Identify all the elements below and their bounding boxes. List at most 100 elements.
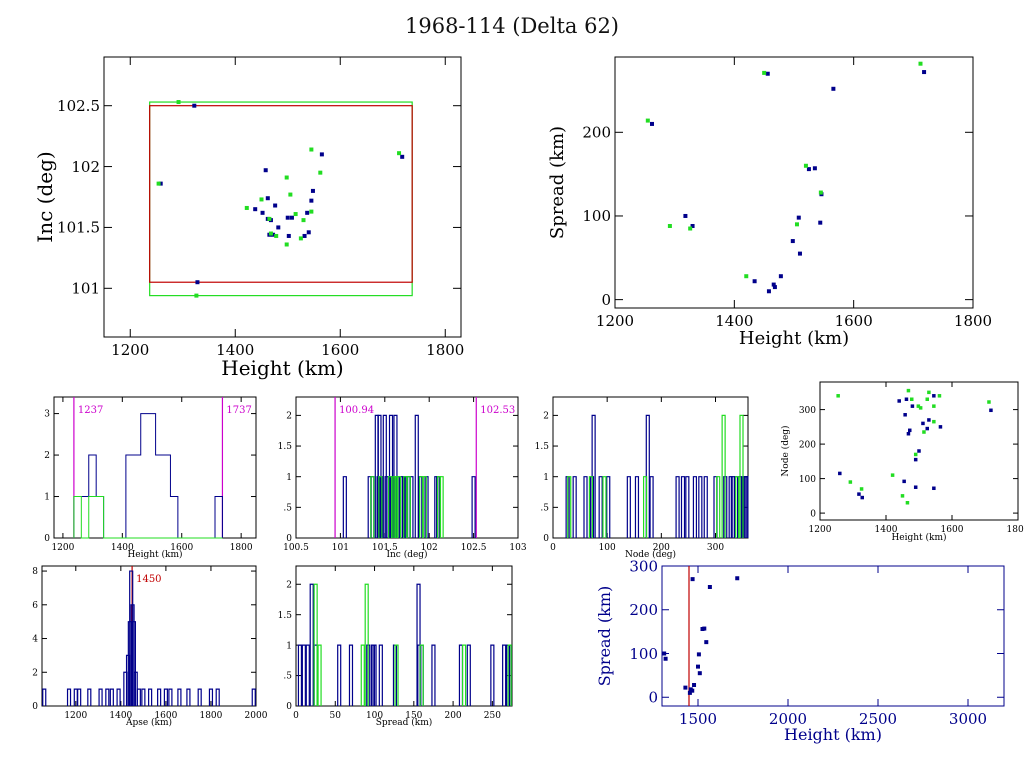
histogram-bar-blue — [572, 476, 577, 538]
scatter-point-green — [909, 397, 914, 401]
scatter-point-blue — [286, 233, 291, 238]
x-axis-label: Height (km) — [784, 725, 882, 744]
scatter-point-blue — [263, 168, 268, 173]
scatter-point-green — [906, 388, 911, 393]
x-tick-label: 1200 — [64, 711, 87, 721]
histogram-bar-blue — [105, 688, 110, 706]
histogram-bar-green — [642, 476, 648, 538]
scatter-point-green — [927, 390, 931, 395]
x-tick-label: 1600 — [170, 543, 193, 553]
histogram-bar-green — [403, 476, 408, 538]
scatter-point-green — [932, 404, 936, 408]
scatter-point-blue — [922, 70, 927, 75]
scatter-point-blue — [649, 121, 654, 126]
scatter-point-blue — [860, 495, 864, 500]
x-tick-label: 200 — [653, 543, 670, 553]
plot-frame — [53, 396, 257, 539]
scatter-point-green — [794, 222, 799, 227]
y-tick-label: 1.5 — [278, 611, 293, 621]
scatter-point-green — [288, 192, 293, 197]
plot-frame — [103, 56, 462, 338]
y-tick-label: 3 — [44, 410, 50, 420]
plot-frame — [819, 381, 1019, 521]
scatter-point-blue — [400, 154, 405, 159]
scatter-point-blue — [306, 230, 311, 235]
scatter-point-blue — [921, 421, 925, 426]
y-tick-label: 2 — [286, 580, 292, 590]
x-tick-label: 102 — [421, 543, 438, 553]
scatter-point-blue — [932, 486, 936, 491]
histogram-bar-blue — [208, 688, 214, 706]
envelope-box-green — [149, 101, 413, 297]
x-tick-label: 1200 — [596, 312, 634, 330]
x-tick-label: 100 — [599, 543, 616, 553]
histogram-bar-blue — [168, 688, 173, 706]
x-axis-label: Apse (km) — [125, 717, 172, 728]
y-tick-label: 2 — [286, 412, 292, 422]
scatter-point-green — [848, 480, 853, 484]
histogram-bar-blue — [77, 688, 82, 706]
scatter-point-blue — [319, 152, 324, 157]
histogram-bar-blue — [730, 476, 735, 538]
scatter-point-blue — [925, 426, 929, 431]
scatter-point-blue — [310, 188, 315, 193]
y-axis-label: Node (deg) — [780, 425, 791, 476]
scatter-point-blue — [260, 210, 265, 215]
y-tick-label: 1 — [286, 641, 292, 651]
scatter-point-blue — [818, 220, 823, 225]
y-tick-label: 300 — [799, 406, 816, 416]
y-tick-label: 8 — [32, 567, 38, 577]
scatter-point-blue — [265, 196, 270, 201]
histogram-bar-blue — [131, 621, 137, 706]
x-tick-label: 300 — [707, 543, 724, 553]
y-tick-label: .5 — [283, 672, 292, 682]
histogram-bar-blue — [626, 476, 631, 538]
histogram-bar-blue — [685, 476, 690, 538]
scatter-point-green — [176, 100, 181, 105]
scatter-point-blue — [913, 457, 918, 462]
y-tick-label: 1 — [286, 473, 292, 483]
scatter-point-green — [318, 170, 323, 175]
chart-spread_vs_height_wide: 1500 2000 2500 3000 0 100 200 300 Height (km) Spr… — [595, 557, 1005, 744]
y-tick-label: 100 — [582, 207, 611, 225]
marker-label: 100.94 — [339, 405, 374, 416]
y-tick-label: .5 — [540, 503, 549, 513]
x-tick-label: 1800 — [230, 543, 253, 553]
scatter-point-blue — [831, 86, 836, 91]
histogram-bar-blue — [634, 476, 640, 538]
x-axis-label: Height (km) — [891, 532, 946, 543]
y-tick-label: 200 — [629, 601, 658, 619]
chart-hist_node: 0 100 200 300 0 .5 1 1.5 2 Node (deg) — [535, 396, 749, 560]
scatter-point-green — [259, 197, 264, 202]
scatter-point-blue — [913, 485, 918, 489]
scatter-point-green — [293, 212, 298, 217]
scatter-point-blue — [797, 251, 802, 256]
scatter-point-blue — [683, 685, 688, 690]
scatter-point-green — [301, 218, 306, 223]
scatter-point-blue — [662, 651, 667, 656]
scatter-point-green — [309, 147, 314, 152]
y-tick-label: .5 — [283, 503, 292, 513]
scatter-point-blue — [305, 210, 310, 215]
histogram-bar-blue — [698, 476, 703, 538]
y-tick-label: 0 — [543, 534, 549, 544]
scatter-point-green — [803, 163, 808, 168]
y-axis-label: Inc (deg) — [33, 151, 57, 242]
scatter-point-green — [836, 394, 840, 398]
histogram-bar-green — [388, 476, 393, 538]
histogram-bar-green — [735, 476, 740, 538]
histogram-bar-green — [419, 476, 424, 538]
x-tick-label: 2500 — [859, 710, 897, 728]
scatter-point-blue — [910, 404, 915, 408]
histogram-bar-green — [419, 644, 424, 706]
scatter-point-green — [937, 394, 942, 398]
histogram-bar-green — [721, 414, 726, 538]
x-tick-label: 1400 — [715, 312, 753, 330]
x-tick-label: 1200 — [111, 341, 149, 359]
scatter-point-green — [309, 209, 314, 214]
scatter-point-blue — [273, 203, 278, 208]
histogram-bar-blue — [414, 414, 419, 538]
x-tick-label: 1600 — [835, 312, 873, 330]
scatter-point-green — [268, 231, 273, 236]
scatter-point-green — [274, 233, 279, 238]
